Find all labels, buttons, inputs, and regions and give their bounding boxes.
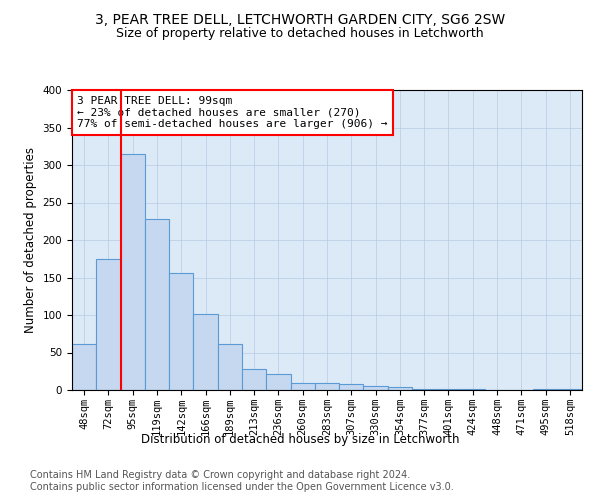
Y-axis label: Number of detached properties: Number of detached properties [24,147,37,333]
Bar [242,369,266,390]
Bar [388,387,412,390]
Text: 3 PEAR TREE DELL: 99sqm
← 23% of detached houses are smaller (270)
77% of semi-d: 3 PEAR TREE DELL: 99sqm ← 23% of detache… [77,96,388,129]
Bar [315,383,339,390]
Bar [169,273,193,390]
Bar [533,388,558,390]
Bar [461,389,485,390]
Text: Size of property relative to detached houses in Letchworth: Size of property relative to detached ho… [116,28,484,40]
Bar [436,389,461,390]
Bar [266,374,290,390]
Text: Distribution of detached houses by size in Letchworth: Distribution of detached houses by size … [141,432,459,446]
Bar [412,388,436,390]
Bar [290,383,315,390]
Bar [558,388,582,390]
Bar [339,384,364,390]
Bar [121,154,145,390]
Bar [193,314,218,390]
Text: Contains HM Land Registry data © Crown copyright and database right 2024.: Contains HM Land Registry data © Crown c… [30,470,410,480]
Bar [364,386,388,390]
Text: Contains public sector information licensed under the Open Government Licence v3: Contains public sector information licen… [30,482,454,492]
Bar [72,344,96,390]
Text: 3, PEAR TREE DELL, LETCHWORTH GARDEN CITY, SG6 2SW: 3, PEAR TREE DELL, LETCHWORTH GARDEN CIT… [95,12,505,26]
Bar [218,344,242,390]
Bar [145,219,169,390]
Bar [96,259,121,390]
